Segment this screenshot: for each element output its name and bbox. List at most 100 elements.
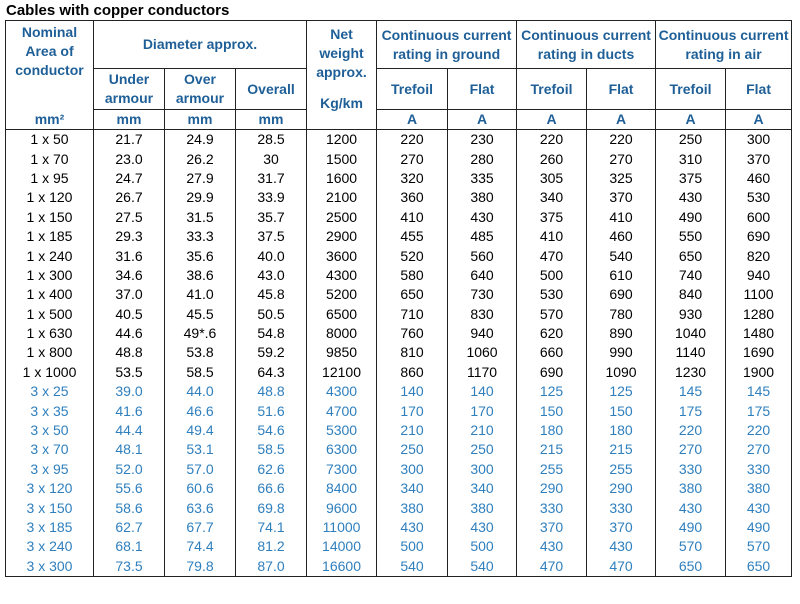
unit-label: mm²	[34, 111, 65, 127]
table-cell: 28.5	[234, 129, 308, 150]
table-cell: 12100	[306, 362, 378, 383]
table-row: 1 x 240 31.6 35.6 40.0 3600 520 560 470 540 650 82…	[5, 246, 793, 266]
table-cell: 660	[516, 343, 588, 363]
table-row: 1 x 800 48.8 53.8 59.2 9850 810 1060 660 990 1140…	[5, 343, 793, 363]
table-cell: 640	[447, 265, 518, 286]
table-cell: 820	[725, 246, 793, 266]
table-cell: 55.6	[93, 479, 165, 499]
table-cell: 175	[725, 401, 793, 421]
table-cell: 1900	[725, 362, 793, 383]
table-cell: 1090	[586, 362, 657, 383]
table-cell: 4700	[306, 401, 378, 421]
cell-conductor-area: 1 x 300	[5, 265, 94, 286]
table-cell: 570	[655, 537, 727, 557]
table-cell: 1600	[306, 168, 378, 189]
table-cell: 490	[725, 517, 793, 538]
table-cell: 760	[376, 323, 449, 344]
table-cell: 7300	[306, 459, 378, 480]
table-cell: 375	[655, 168, 727, 189]
table-cell: 540	[586, 246, 657, 266]
cell-conductor-area: 3 x 25	[5, 382, 94, 402]
cell-conductor-area: 3 x 150	[5, 498, 94, 518]
table-cell: 27.5	[93, 207, 165, 227]
cell-conductor-area: 3 x 95	[5, 459, 94, 480]
cell-conductor-area: 1 x 50	[5, 129, 94, 150]
table-cell: 31.6	[93, 246, 165, 266]
table-cell: 620	[516, 323, 588, 344]
table-cell: 57.0	[164, 459, 236, 480]
header-over-armour: Over armour	[164, 68, 236, 110]
table-cell: 51.6	[234, 401, 308, 421]
table-cell: 470	[516, 246, 588, 266]
table-cell: 330	[655, 459, 727, 480]
cable-data-table: Nominal Area of conductor mm² Diameter a…	[5, 20, 793, 577]
table-row: 1 x 630 44.6 49*.6 54.8 8000 760 940 620 890 1040…	[5, 323, 793, 344]
cell-conductor-area: 1 x 120	[5, 188, 94, 208]
table-cell: 940	[725, 265, 793, 286]
table-cell: 430	[447, 207, 518, 227]
table-cell: 220	[516, 129, 588, 150]
table-cell: 220	[725, 420, 793, 441]
table-row: 1 x 50 21.7 24.9 28.5 1200 220 230 220 220 250 300	[5, 129, 793, 150]
table-cell: 79.8	[164, 556, 236, 577]
table-cell: 38.6	[164, 265, 236, 286]
table-cell: 4300	[306, 382, 378, 402]
table-cell: 150	[516, 401, 588, 421]
table-cell: 64.3	[234, 362, 308, 383]
table-cell: 3600	[306, 246, 378, 266]
table-cell: 1060	[447, 343, 518, 363]
table-cell: 1280	[725, 304, 793, 324]
table-cell: 33.3	[164, 226, 236, 247]
table-row: 3 x 70 48.1 53.1 58.5 6300 250 250 215 215 270 270	[5, 440, 793, 460]
table-cell: 730	[447, 285, 518, 305]
table-cell: 375	[516, 207, 588, 227]
table-cell: 8000	[306, 323, 378, 344]
table-cell: 890	[586, 323, 657, 344]
table-cell: 430	[376, 517, 449, 538]
table-cell: 305	[516, 168, 588, 189]
header-ground-rating: Continuous current rating in ground	[376, 20, 518, 69]
table-row: 3 x 50 44.4 49.4 54.6 5300 210 210 180 180 220 220	[5, 420, 793, 441]
table-cell: 1480	[725, 323, 793, 344]
table-cell: 52.0	[93, 459, 165, 480]
table-cell: 81.2	[234, 537, 308, 557]
unit-label: Kg/km	[320, 95, 363, 111]
table-cell: 60.6	[164, 479, 236, 499]
table-cell: 330	[586, 498, 657, 518]
table-cell: 470	[586, 556, 657, 577]
table-cell: 40.0	[234, 246, 308, 266]
cell-conductor-area: 3 x 300	[5, 556, 94, 577]
table-cell: 290	[516, 479, 588, 499]
table-cell: 1500	[306, 149, 378, 169]
header-air-rating: Continuous current rating in air	[655, 20, 793, 69]
table-cell: 380	[655, 479, 727, 499]
table-cell: 180	[516, 420, 588, 441]
table-cell: 4300	[306, 265, 378, 286]
unit-label: A	[725, 109, 793, 130]
table-row: 1 x 120 26.7 29.9 33.9 2100 360 380 340 370 430 53…	[5, 188, 793, 208]
table-cell: 16600	[306, 556, 378, 577]
table-cell: 45.8	[234, 285, 308, 305]
header-nominal-area: Nominal Area of conductor mm²	[5, 20, 94, 130]
table-cell: 29.9	[164, 188, 236, 208]
cell-conductor-area: 1 x 95	[5, 168, 94, 189]
table-cell: 150	[586, 401, 657, 421]
table-cell: 650	[655, 556, 727, 577]
cell-conductor-area: 3 x 70	[5, 440, 94, 460]
table-cell: 49.4	[164, 420, 236, 441]
table-cell: 255	[516, 459, 588, 480]
table-cell: 250	[447, 440, 518, 460]
unit-label: mm	[93, 109, 165, 130]
table-cell: 370	[725, 149, 793, 169]
table-cell: 600	[725, 207, 793, 227]
table-cell: 430	[586, 537, 657, 557]
table-cell: 35.6	[164, 246, 236, 266]
table-row: 3 x 185 62.7 67.7 74.1 11000 430 430 370 370 490 4…	[5, 517, 793, 538]
table-cell: 540	[376, 556, 449, 577]
table-cell: 29.3	[93, 226, 165, 247]
table-cell: 66.6	[234, 479, 308, 499]
table-cell: 780	[586, 304, 657, 324]
table-cell: 30	[234, 149, 308, 169]
table-cell: 41.0	[164, 285, 236, 305]
table-cell: 940	[447, 323, 518, 344]
